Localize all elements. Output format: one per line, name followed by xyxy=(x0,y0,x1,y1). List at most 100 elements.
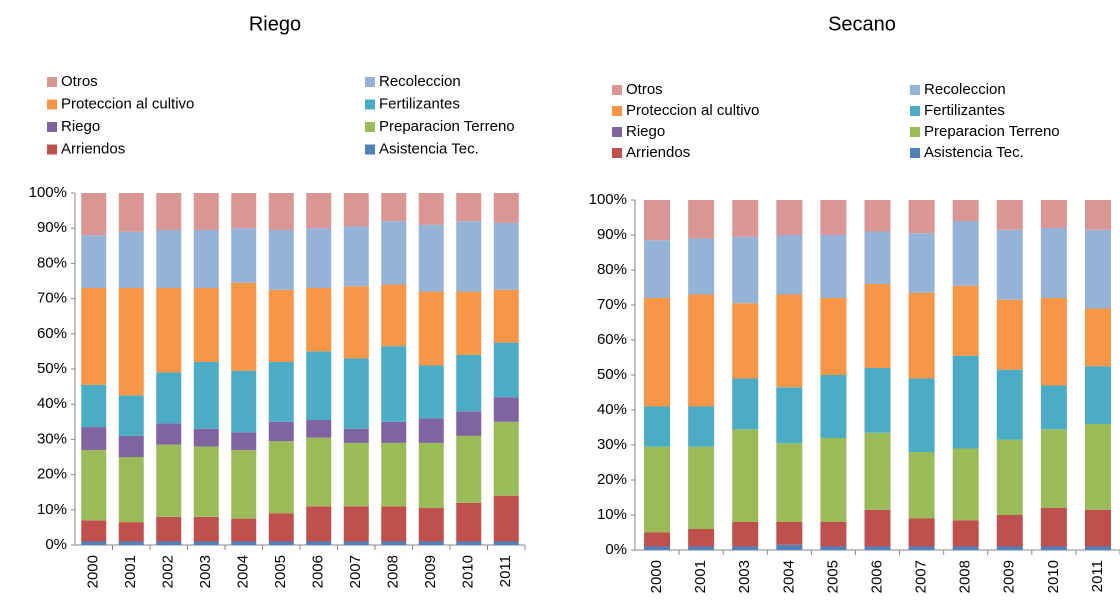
bar-segment xyxy=(268,289,294,362)
bar-segment xyxy=(732,546,759,550)
bar-segment xyxy=(908,452,935,519)
bar-segment xyxy=(1084,229,1111,309)
bar-segment xyxy=(156,229,182,289)
bar-segment xyxy=(268,421,294,442)
x-tick-label: 2009 xyxy=(1001,560,1018,593)
bar-segment xyxy=(118,288,144,396)
legend-label: Riego xyxy=(626,123,665,140)
bar-segment xyxy=(996,200,1023,230)
bar-segment xyxy=(81,541,107,545)
legend-label: Asistencia Tec. xyxy=(379,140,479,157)
bar-segment xyxy=(381,193,407,222)
bar-segment xyxy=(81,384,107,428)
legend-swatch xyxy=(612,85,622,95)
bar-segment xyxy=(418,193,444,225)
y-tick-label: 10% xyxy=(597,506,627,523)
bar-segment xyxy=(493,495,519,542)
bar-segment xyxy=(644,200,671,241)
bar-segment xyxy=(1040,200,1067,228)
bar-segment xyxy=(81,288,107,385)
legend-swatch xyxy=(910,127,920,137)
bar-segment xyxy=(732,200,759,237)
bar-segment xyxy=(688,294,715,407)
bar-segment xyxy=(493,289,519,343)
bar-segment xyxy=(952,520,979,547)
bar-segment xyxy=(156,444,182,517)
bar-segment xyxy=(644,406,671,447)
bar-segment xyxy=(776,443,803,522)
y-tick-label: 100% xyxy=(29,184,67,201)
bar-segment xyxy=(156,423,182,445)
y-tick-label: 70% xyxy=(37,290,67,307)
bar-segment xyxy=(306,193,332,229)
legend-label: Arriendos xyxy=(626,144,690,161)
bar-segment xyxy=(343,226,369,287)
bar-segment xyxy=(493,397,519,422)
bar-segment xyxy=(732,236,759,304)
x-tick-label: 2000 xyxy=(648,560,665,593)
bar-segment xyxy=(306,541,332,545)
bar-segment xyxy=(231,370,257,433)
bar-segment xyxy=(820,235,847,298)
bar-segment xyxy=(193,361,219,429)
bar-segment xyxy=(908,292,935,379)
bar-segment xyxy=(381,284,407,347)
bar-segment xyxy=(306,288,332,352)
bar-segment xyxy=(820,298,847,375)
legend-swatch xyxy=(365,122,375,132)
bar-segment xyxy=(118,231,144,289)
legend-label: Fertilizantes xyxy=(379,95,460,112)
bar-segment xyxy=(864,546,891,550)
bar-segment xyxy=(644,298,671,407)
bar-segment xyxy=(381,221,407,285)
x-tick-label: 2000 xyxy=(85,555,102,588)
bar-segment xyxy=(268,229,294,290)
bar-segment xyxy=(820,438,847,522)
bar-segment xyxy=(493,193,519,223)
x-tick-label: 2010 xyxy=(1045,560,1062,593)
chart-title: Secano xyxy=(828,13,896,35)
bar-segment xyxy=(118,435,144,457)
bar-segment xyxy=(688,546,715,550)
bar-segment xyxy=(776,200,803,235)
bar-segment xyxy=(493,541,519,545)
bar-segment xyxy=(456,435,482,503)
bar-segment xyxy=(306,506,332,542)
legend-label: Proteccion al cultivo xyxy=(61,95,194,112)
bar-segment xyxy=(1040,298,1067,386)
x-tick-label: 2008 xyxy=(957,560,974,593)
bar-segment xyxy=(864,200,891,232)
bar-segment xyxy=(418,224,444,292)
bar-segment xyxy=(644,532,671,547)
bar-segment xyxy=(193,193,219,230)
bar-segment xyxy=(908,233,935,293)
bar-segment xyxy=(996,229,1023,300)
legend-swatch xyxy=(47,122,57,132)
bar-segment xyxy=(952,355,979,449)
bar-segment xyxy=(456,502,482,542)
y-tick-label: 80% xyxy=(597,261,627,278)
bar-segment xyxy=(644,240,671,298)
legend-swatch xyxy=(47,99,57,110)
bar-segment xyxy=(81,235,107,289)
bar-segment xyxy=(193,288,219,362)
bar-segment xyxy=(688,529,715,547)
y-tick-label: 20% xyxy=(37,466,67,483)
bar-segment xyxy=(418,418,444,443)
bar-segment xyxy=(493,342,519,398)
y-tick-label: 80% xyxy=(37,254,67,271)
bar-segment xyxy=(776,522,803,545)
legend-label: Fertilizantes xyxy=(924,102,1005,119)
bar-segment xyxy=(456,411,482,436)
legend-swatch xyxy=(365,144,375,155)
bar-segment xyxy=(1040,546,1067,550)
bar-segment xyxy=(343,506,369,542)
bar-segment xyxy=(268,361,294,422)
bar-segment xyxy=(231,193,257,229)
y-tick-label: 30% xyxy=(597,436,627,453)
bar-segment xyxy=(820,200,847,235)
x-tick-label: 2005 xyxy=(272,555,289,588)
bar-segment xyxy=(864,231,891,284)
bar-segment xyxy=(952,546,979,550)
y-tick-label: 30% xyxy=(37,430,67,447)
